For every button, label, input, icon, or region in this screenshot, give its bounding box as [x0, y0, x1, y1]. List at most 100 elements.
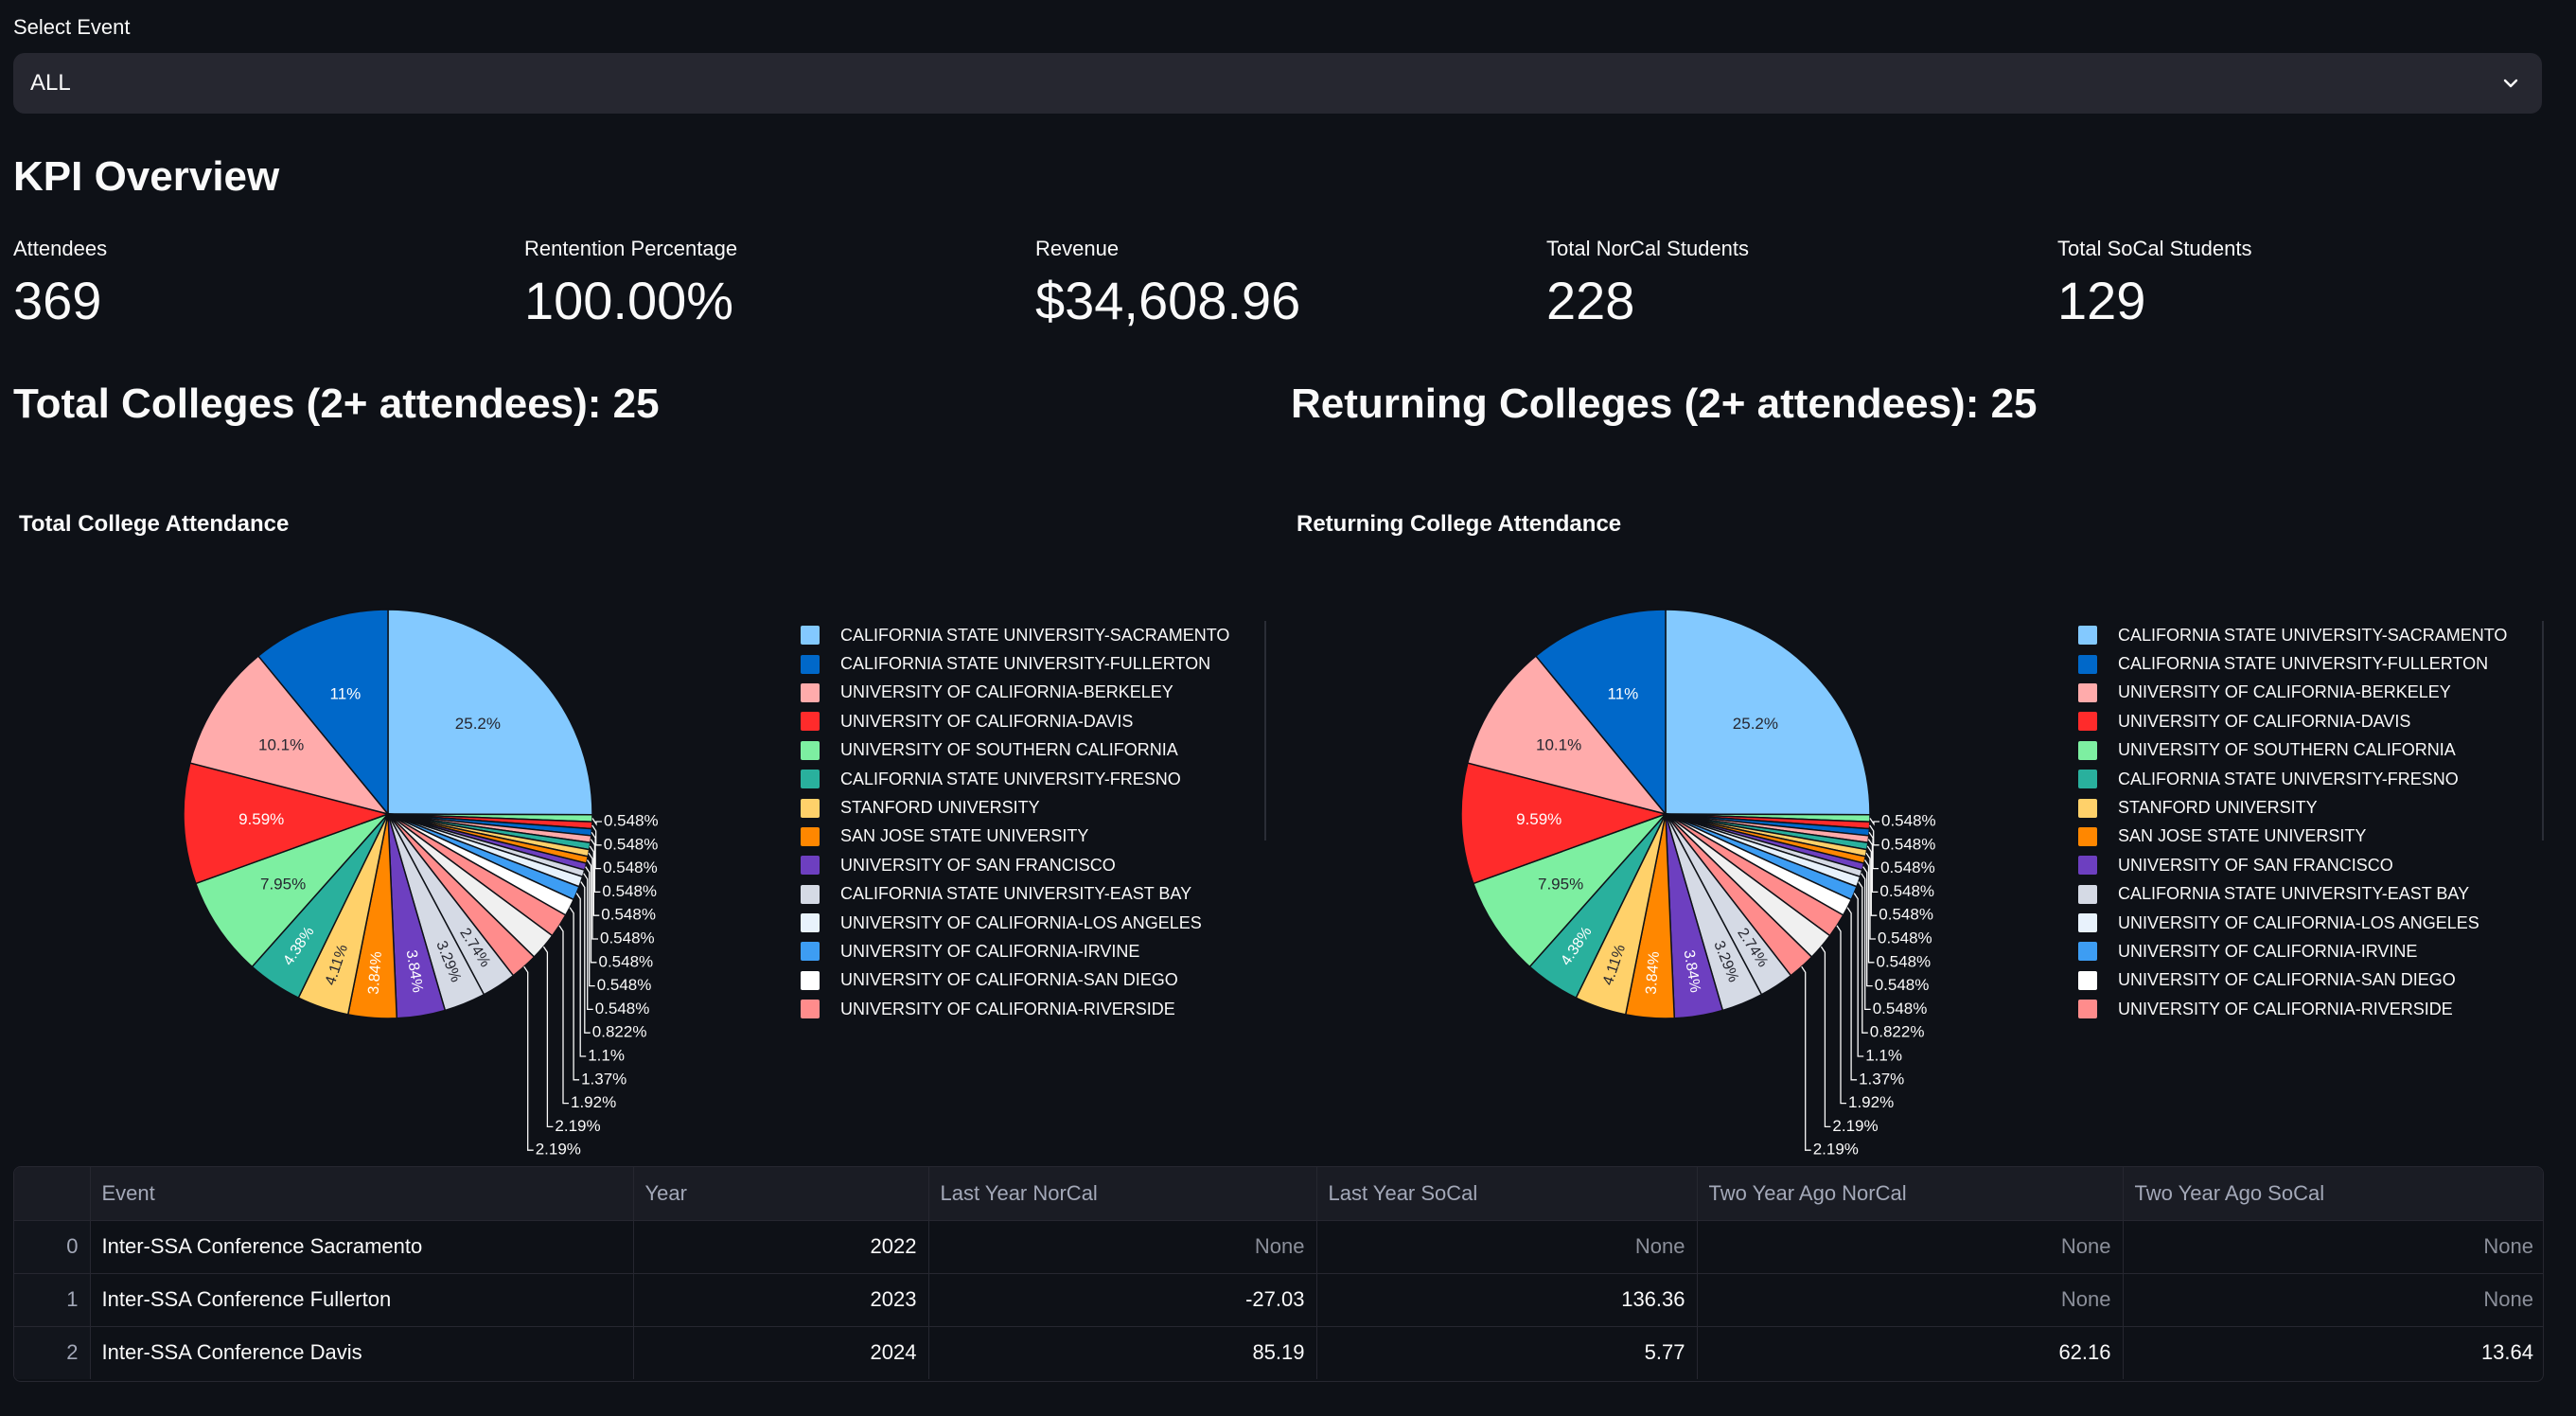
cell-event[interactable]: Inter-SSA Conference Fullerton	[90, 1273, 634, 1327]
slice-label: 0.548%	[1881, 811, 1936, 829]
slice-label: 2.19%	[1813, 1141, 1859, 1155]
legend-swatch	[2078, 770, 2097, 789]
column-header-last-year-norcal[interactable]: Last Year NorCal	[928, 1167, 1317, 1221]
metric-value: 228	[1546, 271, 1635, 330]
pie-slice[interactable]	[188, 654, 391, 816]
metric-label: Rentention Percentage	[524, 237, 738, 260]
legend-item[interactable]: UNIVERSITY OF SOUTHERN CALIFORNIA	[2078, 736, 2507, 765]
slice-label: 9.59%	[238, 810, 284, 828]
callout-line	[586, 859, 597, 964]
cell-year[interactable]: 2022	[633, 1220, 929, 1274]
legend-label: UNIVERSITY OF CALIFORNIA-SAN DIEGO	[840, 970, 1178, 990]
legend-item[interactable]: CALIFORNIA STATE UNIVERSITY-EAST BAY	[801, 880, 1229, 909]
legend-item[interactable]: UNIVERSITY OF CALIFORNIA-BERKELEY	[801, 679, 1229, 707]
slice-label: 1.37%	[1859, 1070, 1904, 1088]
cell-year[interactable]: 2023	[633, 1273, 929, 1327]
column-header-index[interactable]	[14, 1167, 91, 1221]
legend-item[interactable]: CALIFORNIA STATE UNIVERSITY-SACRAMENTO	[801, 621, 1229, 649]
pie-slice[interactable]	[194, 813, 389, 968]
slice-label: 1.37%	[581, 1070, 626, 1088]
legend-item[interactable]: CALIFORNIA STATE UNIVERSITY-FRESNO	[2078, 765, 2507, 793]
slice-label: 0.548%	[600, 929, 655, 947]
legend-swatch	[801, 913, 820, 933]
legend-item[interactable]: UNIVERSITY OF CALIFORNIA-LOS ANGELES	[801, 909, 1229, 937]
cell-last-year-socal[interactable]: 136.36	[1316, 1273, 1698, 1327]
comparison-table[interactable]: Event Year Last Year NorCal Last Year So…	[13, 1166, 2544, 1382]
legend-label: UNIVERSITY OF CALIFORNIA-IRVINE	[2118, 941, 2418, 961]
pie-slice[interactable]	[1460, 762, 1668, 885]
legend-item[interactable]: UNIVERSITY OF SOUTHERN CALIFORNIA	[801, 736, 1229, 765]
legend-item[interactable]: UNIVERSITY OF CALIFORNIA-DAVIS	[801, 707, 1229, 735]
legend-item[interactable]: UNIVERSITY OF CALIFORNIA-LOS ANGELES	[2078, 909, 2507, 937]
callout-line	[580, 881, 591, 1034]
select-event-label: Select Event	[13, 15, 131, 39]
legend-swatch	[801, 970, 820, 990]
cell-two-year-norcal[interactable]: None	[1697, 1273, 2124, 1327]
legend-item[interactable]: CALIFORNIA STATE UNIVERSITY-FULLERTON	[801, 649, 1229, 678]
legend-item[interactable]: UNIVERSITY OF CALIFORNIA-SAN DIEGO	[801, 966, 1229, 995]
column-header-two-year-norcal[interactable]: Two Year Ago NorCal	[1697, 1167, 2124, 1221]
legend-item[interactable]: STANFORD UNIVERSITY	[801, 793, 1229, 822]
row-index: 1	[14, 1273, 91, 1327]
legend-item[interactable]: UNIVERSITY OF CALIFORNIA-BERKELEY	[2078, 679, 2507, 707]
callout-line	[569, 907, 580, 1081]
metric-socal-students: Total SoCal Students 129	[2057, 237, 2251, 327]
legend-item[interactable]: UNIVERSITY OF SAN FRANCISCO	[2078, 851, 2507, 879]
cell-last-year-socal[interactable]: None	[1316, 1220, 1698, 1274]
slice-label: 0.548%	[1875, 976, 1930, 994]
cell-year[interactable]: 2024	[633, 1326, 929, 1379]
legend-item[interactable]: UNIVERSITY OF SAN FRANCISCO	[801, 851, 1229, 879]
cell-two-year-norcal[interactable]: None	[1697, 1220, 2124, 1274]
cell-two-year-socal[interactable]: 13.64	[2480, 1340, 2533, 1365]
legend-label: UNIVERSITY OF CALIFORNIA-DAVIS	[840, 711, 1134, 731]
cell-last-year-norcal[interactable]: 85.19	[928, 1326, 1317, 1379]
legend-item[interactable]: STANFORD UNIVERSITY	[2078, 793, 2507, 822]
legend-item[interactable]: UNIVERSITY OF CALIFORNIA-RIVERSIDE	[2078, 995, 2507, 1023]
legend-label: UNIVERSITY OF CALIFORNIA-SAN DIEGO	[2118, 970, 2456, 990]
callout-line	[1866, 845, 1878, 916]
legend-item[interactable]: SAN JOSE STATE UNIVERSITY	[801, 823, 1229, 851]
pie-slice[interactable]	[1466, 654, 1668, 816]
cell-two-year-norcal[interactable]: 62.16	[1697, 1326, 2124, 1379]
cell-last-year-norcal[interactable]: None	[928, 1220, 1317, 1274]
pie-slice[interactable]	[1665, 609, 1871, 816]
column-header-last-year-socal[interactable]: Last Year SoCal	[1316, 1167, 1698, 1221]
cell-event[interactable]: Inter-SSA Conference Sacramento	[90, 1220, 634, 1274]
pie-slice[interactable]	[183, 762, 391, 885]
event-select[interactable]: ALL	[13, 53, 2542, 114]
legend-label: UNIVERSITY OF CALIFORNIA-RIVERSIDE	[2118, 999, 2453, 1018]
legend-swatch	[2078, 826, 2097, 846]
cell-last-year-norcal[interactable]: -27.03	[928, 1273, 1317, 1327]
cell-event[interactable]: Inter-SSA Conference Davis	[90, 1326, 634, 1379]
legend-item[interactable]: UNIVERSITY OF CALIFORNIA-DAVIS	[2078, 707, 2507, 735]
column-header-event[interactable]: Event	[90, 1167, 634, 1221]
legend-item[interactable]: CALIFORNIA STATE UNIVERSITY-FRESNO	[801, 765, 1229, 793]
cell-last-year-socal[interactable]: 5.77	[1316, 1326, 1698, 1379]
slice-label: 7.95%	[260, 876, 306, 894]
column-header-two-year-socal[interactable]: Two Year Ago SoCal	[2123, 1167, 2543, 1221]
legend-item[interactable]: UNIVERSITY OF CALIFORNIA-RIVERSIDE	[801, 995, 1229, 1023]
cell-two-year-socal[interactable]: None	[2123, 1220, 2543, 1274]
cell-two-year-socal[interactable]: None	[2123, 1273, 2543, 1327]
slice-label: 0.548%	[603, 858, 658, 876]
legend-item[interactable]: CALIFORNIA STATE UNIVERSITY-EAST BAY	[2078, 880, 2507, 909]
metric-revenue: Revenue $34,608.96	[1035, 237, 1300, 327]
table-row: 1 Inter-SSA Conference Fullerton 2023 -2…	[14, 1273, 2543, 1327]
legend-swatch	[801, 826, 820, 846]
slice-label: 0.548%	[604, 835, 659, 853]
slice-label: 3.84%	[366, 951, 385, 996]
legend-item[interactable]: CALIFORNIA STATE UNIVERSITY-FULLERTON	[2078, 649, 2507, 678]
pie-slice[interactable]	[387, 609, 593, 816]
chart-title: Total College Attendance	[19, 511, 290, 537]
pie-slice[interactable]	[1534, 609, 1667, 817]
pie-slice[interactable]	[1472, 813, 1667, 968]
legend-item[interactable]: SAN JOSE STATE UNIVERSITY	[2078, 823, 2507, 851]
legend-item[interactable]: UNIVERSITY OF CALIFORNIA-IRVINE	[801, 937, 1229, 965]
legend-swatch	[801, 654, 820, 674]
legend-item[interactable]: UNIVERSITY OF CALIFORNIA-IRVINE	[2078, 937, 2507, 965]
legend-swatch	[2078, 798, 2097, 818]
legend-item[interactable]: UNIVERSITY OF CALIFORNIA-SAN DIEGO	[2078, 966, 2507, 995]
legend-item[interactable]: CALIFORNIA STATE UNIVERSITY-SACRAMENTO	[2078, 621, 2507, 649]
column-header-year[interactable]: Year	[633, 1167, 929, 1221]
pie-slice[interactable]	[256, 609, 389, 817]
